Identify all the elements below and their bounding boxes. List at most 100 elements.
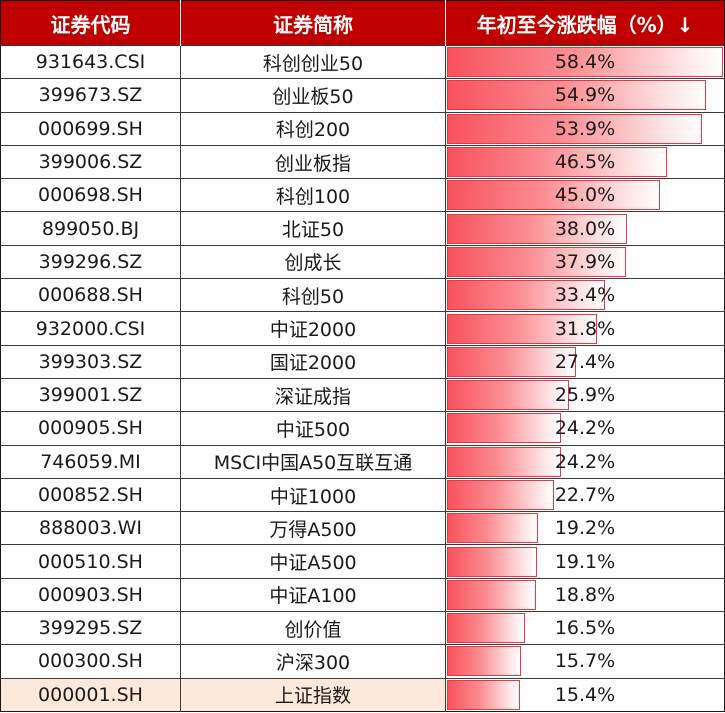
cell-security-name: 创成长 — [180, 244, 446, 279]
data-bar-container: 19.1% — [447, 546, 725, 578]
cell-security-code: 000903.SH — [0, 577, 181, 612]
table-body: 931643.CSI 科创创业50 58.4% 399673.SZ 创业板50 54.9%… — [0, 44, 725, 712]
table-row[interactable]: 399303.SZ 国证2000 27.4% — [0, 344, 725, 379]
table-row[interactable]: 399673.SZ 创业板50 54.9% — [0, 78, 725, 113]
data-bar — [447, 280, 605, 311]
cell-ytd-change: 33.4% — [445, 278, 725, 312]
header-ytd-change-sorted-desc[interactable]: 年初至今涨跌幅（%）↓ — [445, 0, 725, 46]
cell-security-code: 932000.CSI — [0, 311, 181, 346]
table-row[interactable]: 899050.BJ 北证50 38.0% — [0, 211, 725, 246]
cell-security-code: 000852.SH — [0, 477, 181, 512]
data-bar — [447, 546, 537, 577]
data-bar-container: 33.4% — [447, 280, 725, 312]
data-bar — [447, 313, 597, 344]
data-bar — [447, 646, 521, 677]
cell-ytd-change: 46.5% — [445, 144, 725, 179]
cell-ytd-change: 22.7% — [445, 477, 725, 512]
table-row[interactable]: 000905.SH 中证500 24.2% — [0, 411, 725, 446]
data-bar-container: 25.9% — [447, 379, 725, 411]
cell-security-name: 中证2000 — [180, 311, 446, 346]
cell-security-code: 399001.SZ — [0, 377, 181, 412]
ytd-change-value: 33.4% — [554, 284, 616, 307]
data-bar-container: 15.7% — [447, 646, 725, 678]
data-bar — [447, 147, 667, 178]
ytd-change-value: 38.0% — [554, 217, 616, 240]
cell-security-name: 上证指数 — [180, 677, 446, 712]
ytd-change-value: 19.2% — [554, 517, 616, 540]
data-bar — [447, 346, 576, 377]
cell-ytd-change: 27.4% — [445, 344, 725, 379]
cell-security-code: 931643.CSI — [0, 44, 181, 79]
data-bar-container: 18.8% — [447, 579, 725, 611]
header-code[interactable]: 证券代码 — [0, 0, 181, 46]
table-row[interactable]: 000300.SH 沪深300 15.7% — [0, 644, 725, 679]
data-bar-container: 31.8% — [447, 313, 725, 345]
table-row[interactable]: 000688.SH 科创50 33.4% — [0, 278, 725, 312]
table-row[interactable]: 399296.SZ 创成长 37.9% — [0, 244, 725, 279]
data-bar — [447, 413, 561, 444]
data-bar — [447, 80, 706, 111]
table-row[interactable]: 000001.SH 上证指数 15.4% — [0, 677, 725, 712]
data-bar — [447, 246, 626, 277]
data-bar-container: 37.9% — [447, 246, 725, 278]
cell-ytd-change: 19.1% — [445, 544, 725, 579]
cell-security-code: 399006.SZ — [0, 144, 181, 179]
cell-ytd-change: 54.9% — [445, 78, 725, 113]
table-row[interactable]: 746059.MI MSCI中国A50互联互通 24.2% — [0, 444, 725, 479]
data-bar-container: 45.0% — [447, 180, 725, 212]
table-row[interactable]: 932000.CSI 中证2000 31.8% — [0, 311, 725, 346]
cell-ytd-change: 45.0% — [445, 178, 725, 212]
table-row[interactable]: 000699.SH 科创200 53.9% — [0, 111, 725, 146]
data-bar-container: 58.4% — [447, 47, 725, 79]
data-bar — [447, 513, 538, 544]
data-bar-container: 19.2% — [447, 513, 725, 545]
cell-security-code: 000510.SH — [0, 544, 181, 579]
cell-security-name: 北证50 — [180, 211, 446, 246]
cell-security-name: 沪深300 — [180, 644, 446, 679]
cell-security-name: 创价值 — [180, 611, 446, 645]
data-bar — [447, 180, 660, 211]
cell-ytd-change: 25.9% — [445, 377, 725, 412]
data-bar — [447, 213, 627, 244]
data-bar-container: 24.2% — [447, 413, 725, 445]
cell-security-code: 000699.SH — [0, 111, 181, 146]
data-bar — [447, 613, 525, 644]
data-bar-container: 16.5% — [447, 613, 725, 645]
ytd-change-value: 31.8% — [554, 317, 616, 340]
table-row[interactable]: 399295.SZ 创价值 16.5% — [0, 611, 725, 645]
cell-security-code: 000300.SH — [0, 644, 181, 679]
ytd-change-value: 24.2% — [554, 450, 616, 473]
cell-security-name: 科创100 — [180, 178, 446, 212]
cell-security-name: 万得A500 — [180, 511, 446, 545]
data-bar — [447, 380, 569, 411]
header-name[interactable]: 证券简称 — [180, 0, 446, 46]
table-row[interactable]: 399001.SZ 深证成指 25.9% — [0, 377, 725, 412]
ytd-change-value: 45.0% — [554, 184, 616, 207]
table-row[interactable]: 399006.SZ 创业板指 46.5% — [0, 144, 725, 179]
ytd-change-value: 22.7% — [554, 484, 616, 506]
table-row[interactable]: 000852.SH 中证1000 22.7% — [0, 477, 725, 512]
table-row[interactable]: 931643.CSI 科创创业50 58.4% — [0, 44, 725, 79]
data-bar — [447, 579, 536, 610]
table-row[interactable]: 000510.SH 中证A500 19.1% — [0, 544, 725, 579]
cell-security-name: 国证2000 — [180, 344, 446, 379]
table-row[interactable]: 888003.WI 万得A500 19.2% — [0, 511, 725, 545]
table-row[interactable]: 000698.SH 科创100 45.0% — [0, 178, 725, 212]
cell-ytd-change: 15.4% — [445, 677, 725, 712]
cell-security-code: 000905.SH — [0, 411, 181, 446]
table-row[interactable]: 000903.SH 中证A100 18.8% — [0, 577, 725, 612]
cell-security-name: 中证1000 — [180, 477, 446, 512]
cell-security-name: 科创50 — [180, 278, 446, 312]
cell-ytd-change: 31.8% — [445, 311, 725, 346]
ytd-change-value: 15.4% — [554, 683, 616, 706]
ytd-change-value: 54.9% — [554, 84, 616, 107]
cell-ytd-change: 38.0% — [445, 211, 725, 246]
data-bar-container: 46.5% — [447, 146, 725, 178]
data-bar-container: 27.4% — [447, 346, 725, 378]
cell-security-name: 创业板指 — [180, 144, 446, 179]
ytd-change-value: 25.9% — [554, 384, 616, 407]
data-bar-container: 53.9% — [447, 113, 725, 145]
cell-security-code: 888003.WI — [0, 511, 181, 545]
ytd-change-value: 37.9% — [554, 250, 616, 273]
